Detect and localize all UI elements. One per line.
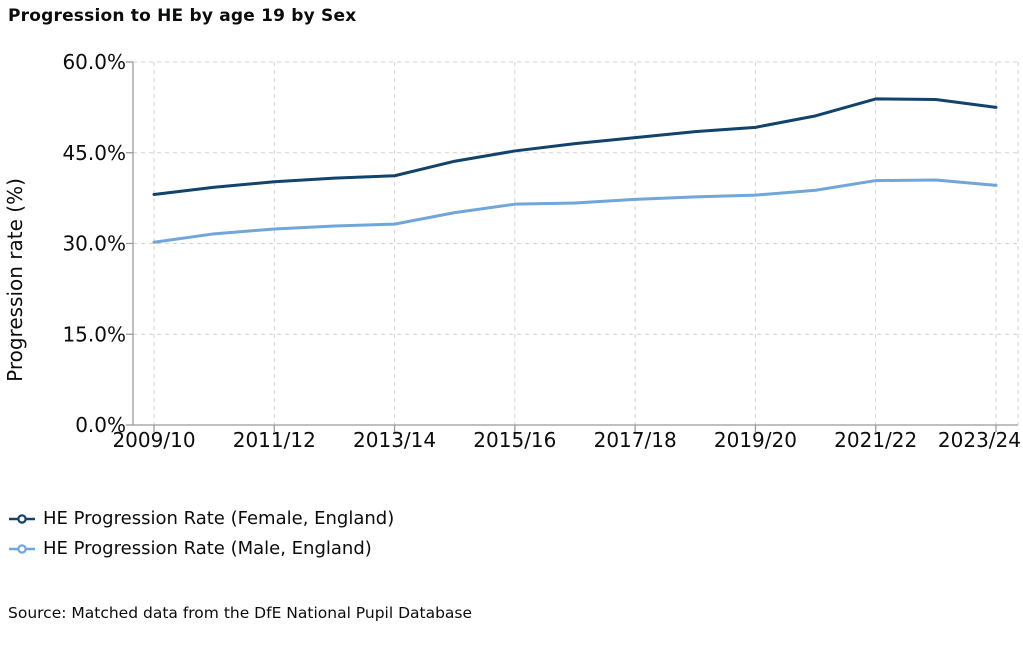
legend-item-male: HE Progression Rate (Male, England) <box>8 538 394 559</box>
x-tick-label: 2009/10 <box>112 428 195 452</box>
line-chart: 0.0% 15.0% 30.0% 45.0% 60.0% 2009/10 2011/12 20… <box>3 50 1021 452</box>
y-tick-label: 30.0% <box>62 232 126 256</box>
x-tick-label: 2023/24 <box>938 428 1021 452</box>
legend-item-female: HE Progression Rate (Female, England) <box>8 508 394 529</box>
y-axis-title: Progression rate (%) <box>3 178 27 382</box>
series-line-0 <box>152 97 998 196</box>
legend-label-female: HE Progression Rate (Female, England) <box>43 508 395 529</box>
x-tick-label: 2021/22 <box>834 428 917 452</box>
y-tick-label: 15.0% <box>62 322 126 346</box>
x-tick-label: 2019/20 <box>714 428 797 452</box>
legend-label-male: HE Progression Rate (Male, England) <box>43 538 372 559</box>
y-tick-label: 45.0% <box>62 141 126 165</box>
x-tick-label: 2015/16 <box>473 428 556 452</box>
y-tick-label: 60.0% <box>62 50 126 74</box>
line-marker-icon <box>9 543 35 554</box>
line-marker-icon <box>9 513 35 524</box>
x-tick-label: 2011/12 <box>233 428 316 452</box>
x-tick-label: 2013/14 <box>353 428 436 452</box>
chart-title: Progression to HE by age 19 by Sex <box>8 6 357 26</box>
chart-legend: HE Progression Rate (Female, England) HE… <box>8 508 394 559</box>
series-line-1 <box>152 178 998 244</box>
y-tick-label: 0.0% <box>75 413 126 437</box>
source-note: Source: Matched data from the DfE Nation… <box>8 604 473 622</box>
x-tick-label: 2017/18 <box>594 428 677 452</box>
